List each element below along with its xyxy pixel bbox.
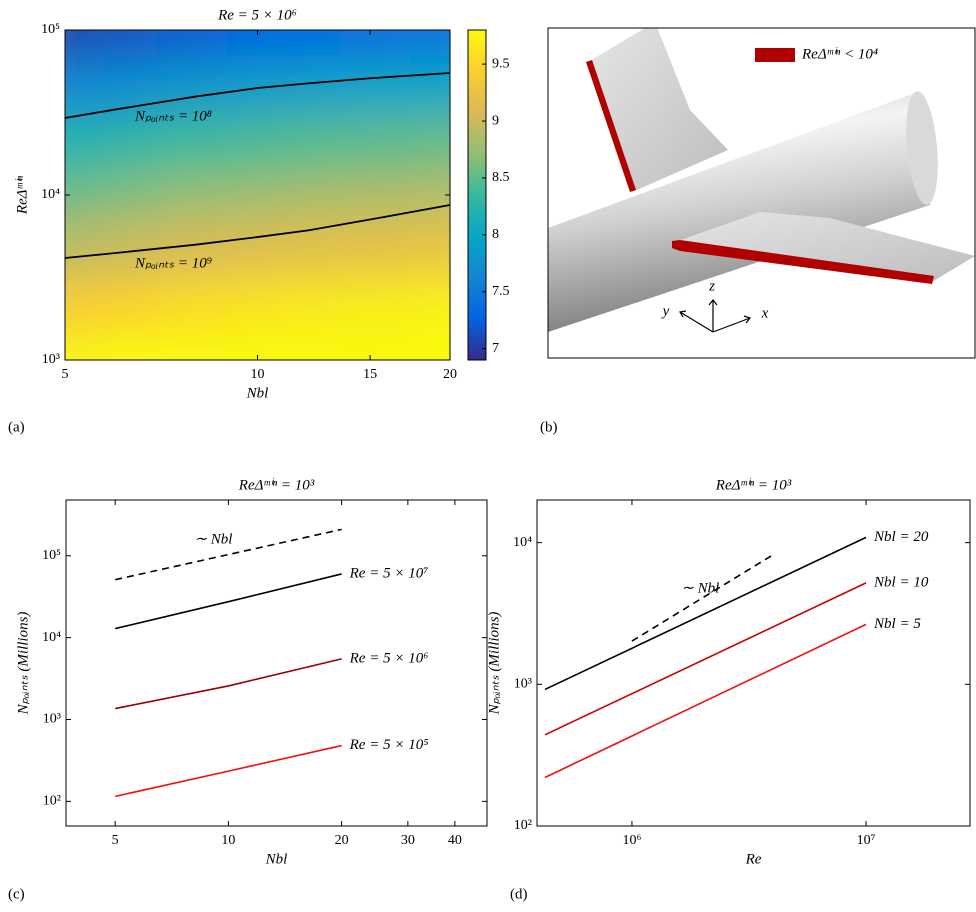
colorbar-tick-label: 7.5 <box>492 284 510 299</box>
x-axis-label: Re <box>745 851 762 867</box>
heat-cell <box>25 113 91 172</box>
y-tick-label: 10³ <box>42 352 60 367</box>
heat-cell <box>156 55 228 114</box>
y-tick-label: 10⁵ <box>41 22 60 37</box>
x-tick-label: 30 <box>401 833 415 848</box>
y-tick-label: 10⁵ <box>42 548 61 563</box>
heat-cell <box>156 0 228 56</box>
axis-label-x: x <box>761 305 769 321</box>
y-tick-label: 10⁴ <box>513 535 532 550</box>
fuselage <box>548 92 930 332</box>
colorbar-tick-label: 7 <box>492 341 499 356</box>
series-label: Nbl = 10 <box>873 574 929 590</box>
x-tick-label: 10⁶ <box>623 833 642 848</box>
heat-cell <box>339 55 411 114</box>
x-tick-label: 40 <box>448 833 462 848</box>
colorbar-tick-label: 9 <box>492 113 499 128</box>
y-axis-label: ReΔᵐⁱⁿ <box>14 176 30 216</box>
y-axis-label: Nₚₒᵢₙₜₛ (Millions) <box>15 612 31 716</box>
y-tick-label: 10² <box>43 794 61 809</box>
series-label: Nbl = 20 <box>873 529 929 545</box>
panel-label: (a) <box>8 419 25 435</box>
series-label: Re = 5 × 10⁷ <box>349 565 429 581</box>
legend-swatch <box>755 48 795 62</box>
y-tick-label: 10² <box>514 818 532 833</box>
heat-cell <box>227 113 284 172</box>
colorbar-tick-label: 8 <box>492 227 499 242</box>
heat-cell <box>25 278 91 337</box>
heat-cell <box>227 220 284 279</box>
series-label: Nbl = 5 <box>873 616 921 632</box>
series-line <box>115 659 341 709</box>
series-line <box>632 555 773 641</box>
panel-label: (d) <box>510 886 528 902</box>
axis-triad <box>680 300 750 332</box>
x-tick-label: 5 <box>112 833 119 848</box>
heat-cell <box>283 335 340 401</box>
heat-cell <box>339 220 411 279</box>
x-tick-label: 5 <box>62 367 69 382</box>
heat-cell <box>25 335 91 401</box>
heat-cell <box>227 278 284 337</box>
axis-label-y: y <box>661 303 670 319</box>
heat-cell <box>339 278 411 337</box>
panel-label: (b) <box>540 419 558 435</box>
aircraft-render <box>548 22 975 332</box>
heat-cell <box>156 278 228 337</box>
x-tick-label: 10⁷ <box>857 833 876 848</box>
heat-cell <box>90 170 156 221</box>
legend-label: ReΔᵐⁱⁿ < 10⁴ <box>801 46 878 62</box>
axis-label-z: z <box>708 278 715 294</box>
heat-cell <box>90 335 156 401</box>
x-tick-label: 15 <box>363 367 377 382</box>
heat-cell <box>283 170 340 221</box>
heatmap <box>25 0 491 401</box>
heat-cell <box>156 170 228 221</box>
heat-cell <box>90 0 156 56</box>
vertical-fin <box>588 22 728 192</box>
series-label: Re = 5 × 10⁶ <box>349 650 429 666</box>
series-line <box>545 624 866 777</box>
heat-cell <box>227 170 284 221</box>
heat-cell <box>339 0 411 56</box>
heat-cell <box>25 55 91 114</box>
series-label: ∼ Nbl <box>194 532 232 548</box>
y-tick-label: 10⁴ <box>42 630 61 645</box>
x-axis-label: Nbl <box>246 385 269 401</box>
x-tick-label: 20 <box>335 833 349 848</box>
heat-cell <box>283 113 340 172</box>
heat-cell <box>156 335 228 401</box>
colorbar-tick-label: 9.5 <box>492 56 510 71</box>
y-axis-label: Nₚₒᵢₙₜₛ (Millions) <box>486 612 502 716</box>
series-line <box>545 583 866 735</box>
heatmap-clip <box>25 0 491 401</box>
panel-label: (c) <box>8 886 25 902</box>
heat-cell <box>90 278 156 337</box>
y-tick-label: 10³ <box>43 712 61 727</box>
heat-cell <box>283 220 340 279</box>
heat-cell <box>283 278 340 337</box>
heat-cell <box>25 220 91 279</box>
y-tick-label: 10³ <box>514 677 532 692</box>
contour-label: Nₚₒᵢₙₜₛ = 10⁹ <box>134 255 212 271</box>
colorbar-tick-label: 8.5 <box>492 170 510 185</box>
chart-title: ReΔᵐⁱⁿ = 10³ <box>238 477 315 493</box>
colorbar <box>468 30 486 360</box>
x-tick-label: 10 <box>251 367 265 382</box>
heat-cell <box>227 55 284 114</box>
figure: ReΔᵐⁱⁿ < 10⁴ y z x (b) Nₚₒᵢₙₜₛ = 10⁸ Nₚₒᵢ… <box>0 0 976 912</box>
y-tick-label: 10⁴ <box>41 187 60 202</box>
chart-title: Re = 5 × 10⁶ <box>217 7 297 23</box>
contour-label: Nₚₒᵢₙₜₛ = 10⁸ <box>134 108 212 124</box>
x-axis-label: Nbl <box>265 851 288 867</box>
heat-cell <box>339 113 411 172</box>
x-tick-label: 20 <box>443 367 457 382</box>
x-tick-label: 10 <box>221 833 235 848</box>
series-line <box>115 574 341 629</box>
series-label: Re = 5 × 10⁵ <box>349 737 429 753</box>
series-line <box>115 746 341 797</box>
chart-title: ReΔᵐⁱⁿ = 10³ <box>715 477 792 493</box>
series-label: ∼ Nbl <box>681 580 719 596</box>
series-line <box>545 537 866 689</box>
